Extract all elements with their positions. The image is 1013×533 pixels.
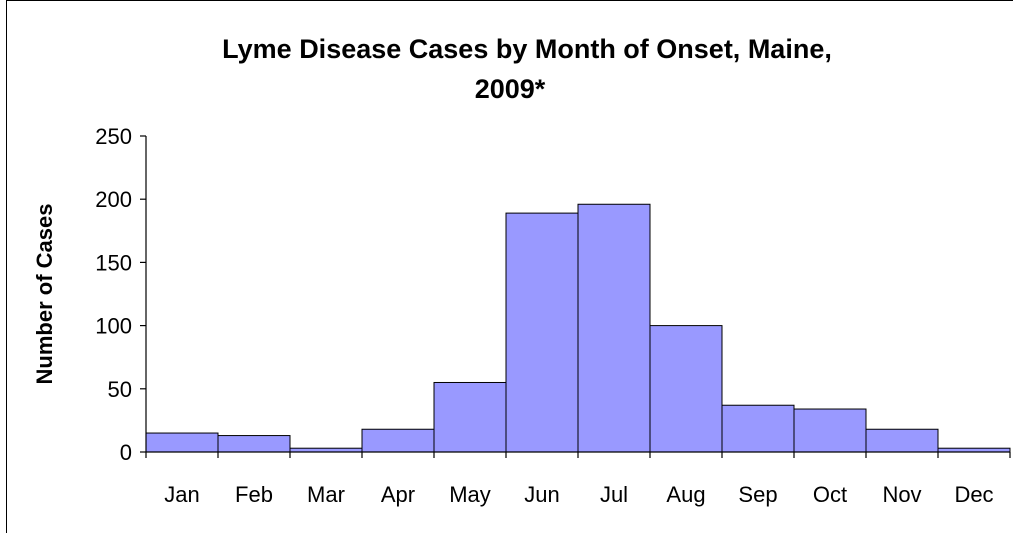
x-tick-label-aug: Aug [666, 482, 705, 507]
x-tick-label-jan: Jan [164, 482, 199, 507]
y-tick-label: 0 [120, 440, 132, 465]
y-tick-label: 200 [95, 187, 132, 212]
bar-may [433, 381, 507, 453]
ticks-group: 0 50 100 150 200 250 Jan Feb Mar Apr May Jun Jul Aug S… [95, 124, 1011, 507]
x-tick-label-mar: Mar [307, 482, 345, 507]
y-tick-label: 150 [95, 250, 132, 275]
bars-group [145, 203, 1011, 453]
bar-feb [217, 435, 291, 453]
x-tick-label-may: May [449, 482, 491, 507]
bar-jan [145, 432, 219, 453]
chart-title-line2: 2009* [475, 74, 546, 104]
bar-apr [361, 428, 435, 453]
bar-aug [649, 325, 723, 453]
y-axis-title: Number of Cases [32, 204, 57, 385]
chart-frame [6, 0, 1013, 533]
x-tick-label-jul: Jul [600, 482, 628, 507]
y-tick-label: 100 [95, 314, 132, 339]
bar-jul [577, 203, 651, 453]
y-tick-label: 250 [95, 124, 132, 149]
x-tick-label-sep: Sep [738, 482, 777, 507]
x-tick-label-nov: Nov [882, 482, 921, 507]
x-tick-label-feb: Feb [235, 482, 273, 507]
x-tick-label-dec: Dec [954, 482, 993, 507]
bar-sep [721, 404, 795, 453]
y-tick-label: 50 [108, 377, 132, 402]
bar-oct [793, 408, 867, 453]
x-tick-label-apr: Apr [381, 482, 415, 507]
bar-nov [865, 428, 939, 453]
x-tick-label-jun: Jun [524, 482, 559, 507]
x-tick-label-oct: Oct [813, 482, 847, 507]
bar-jun [505, 212, 579, 453]
chart-title: Lyme Disease Cases by Month of Onset, Ma… [222, 34, 832, 64]
